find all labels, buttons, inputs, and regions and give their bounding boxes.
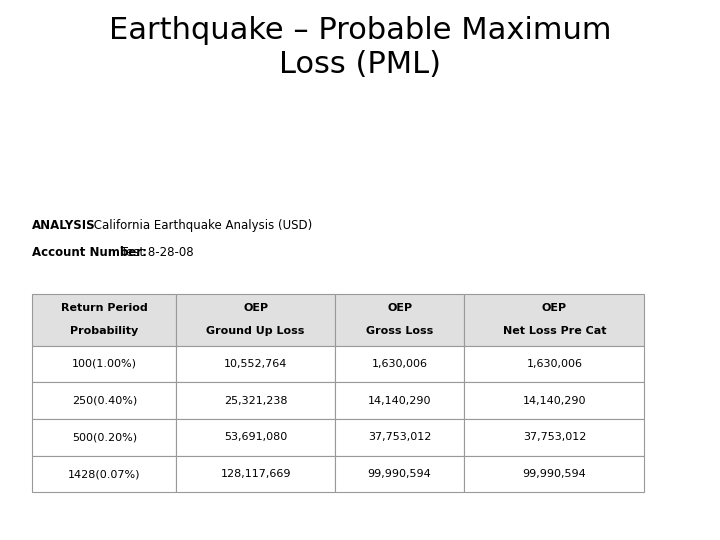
Bar xyxy=(176,382,335,419)
Text: 128,117,669: 128,117,669 xyxy=(220,469,291,479)
Text: 500(0.20%): 500(0.20%) xyxy=(72,433,137,442)
Text: Ground Up Loss: Ground Up Loss xyxy=(207,326,305,336)
Text: 25,321,238: 25,321,238 xyxy=(224,396,287,406)
Bar xyxy=(464,382,644,419)
Text: 99,990,594: 99,990,594 xyxy=(523,469,586,479)
Text: 1428(0.07%): 1428(0.07%) xyxy=(68,469,140,479)
Bar xyxy=(464,346,644,382)
Text: Probability: Probability xyxy=(71,326,138,336)
Bar xyxy=(176,456,335,492)
Bar xyxy=(176,294,335,346)
Text: 10,552,764: 10,552,764 xyxy=(224,359,287,369)
Text: Earthquake – Probable Maximum
Loss (PML): Earthquake – Probable Maximum Loss (PML) xyxy=(109,16,611,79)
Bar xyxy=(464,419,644,456)
Text: Gross Loss: Gross Loss xyxy=(366,326,433,336)
Text: ANALYSIS: ANALYSIS xyxy=(32,219,96,232)
Bar xyxy=(335,382,464,419)
Text: 100(1.00%): 100(1.00%) xyxy=(72,359,137,369)
Text: 1,630,006: 1,630,006 xyxy=(372,359,428,369)
Text: Return Period: Return Period xyxy=(61,303,148,313)
Bar xyxy=(176,419,335,456)
Text: 1,630,006: 1,630,006 xyxy=(526,359,582,369)
Bar xyxy=(335,346,464,382)
Text: OEP: OEP xyxy=(387,303,412,313)
Text: 37,753,012: 37,753,012 xyxy=(523,433,586,442)
Text: OEP: OEP xyxy=(542,303,567,313)
Text: 99,990,594: 99,990,594 xyxy=(368,469,431,479)
Text: Net Loss Pre Cat: Net Loss Pre Cat xyxy=(503,326,606,336)
Text: 250(0.40%): 250(0.40%) xyxy=(72,396,137,406)
Bar xyxy=(335,419,464,456)
Bar xyxy=(32,382,176,419)
Text: 53,691,080: 53,691,080 xyxy=(224,433,287,442)
Text: OEP: OEP xyxy=(243,303,268,313)
Text: : California Earthquake Analysis (USD): : California Earthquake Analysis (USD) xyxy=(86,219,312,232)
Text: Account Number:: Account Number: xyxy=(32,246,148,259)
Text: 14,140,290: 14,140,290 xyxy=(368,396,431,406)
Bar xyxy=(335,456,464,492)
Bar xyxy=(32,419,176,456)
Bar xyxy=(32,346,176,382)
Bar xyxy=(464,294,644,346)
Bar xyxy=(464,456,644,492)
Text: 37,753,012: 37,753,012 xyxy=(368,433,431,442)
Bar xyxy=(32,456,176,492)
Text: Test 8-28-08: Test 8-28-08 xyxy=(117,246,194,259)
Bar xyxy=(176,346,335,382)
Text: 14,140,290: 14,140,290 xyxy=(523,396,586,406)
Bar xyxy=(32,294,176,346)
Bar xyxy=(335,294,464,346)
